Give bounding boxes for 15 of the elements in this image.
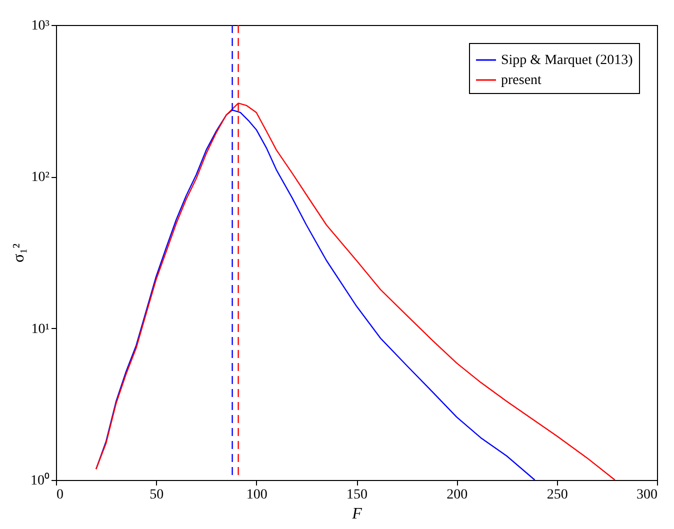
legend-label: present (501, 73, 542, 88)
y-tick-label: 10¹ (31, 322, 50, 337)
legend-label: Sipp & Marquet (2013) (501, 53, 634, 68)
y-tick-label: 10⁰ (30, 472, 50, 488)
x-tick-label: 200 (446, 488, 468, 502)
y-axis-title: σ₁² (10, 243, 28, 262)
x-tick-label: 0 (56, 488, 64, 502)
x-tick-label: 50 (150, 488, 164, 502)
x-axis-title: F (351, 506, 362, 522)
y-tick-label: 10² (31, 170, 50, 186)
x-tick-label: 100 (246, 488, 268, 502)
x-tick-label: 300 (636, 488, 658, 502)
x-tick-label: 250 (546, 488, 568, 502)
y-tick-label: 10³ (31, 18, 50, 34)
x-tick-label: 150 (346, 488, 368, 502)
